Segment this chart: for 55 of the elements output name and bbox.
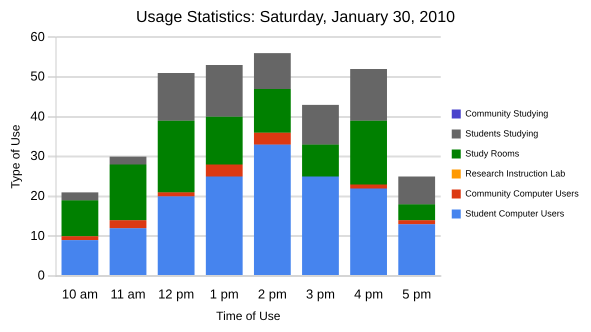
- bar: [158, 73, 195, 121]
- x-tick-label: 1 pm: [210, 286, 239, 302]
- x-tick-label: 5 pm: [402, 286, 432, 302]
- y-tick-label: 30: [30, 148, 45, 164]
- x-tick-label: 11 am: [110, 286, 146, 302]
- y-tick-label: 50: [30, 68, 45, 84]
- x-axis-title: Time of Use: [216, 309, 281, 324]
- x-tick-label: 4 pm: [354, 286, 384, 302]
- x-tick-label: 10 am: [62, 286, 98, 302]
- y-tick-label: 10: [30, 228, 45, 243]
- bar: [350, 120, 387, 184]
- bar: [158, 192, 195, 196]
- bar: [206, 164, 243, 176]
- bar: [350, 69, 387, 121]
- bar: [110, 164, 146, 220]
- bar: [254, 132, 291, 145]
- bar: [302, 104, 339, 145]
- legend-label: Study Rooms: [465, 148, 520, 158]
- bar: [206, 65, 243, 117]
- bar: [254, 53, 291, 89]
- bar: [62, 240, 98, 275]
- bar: [302, 144, 339, 176]
- bar: [398, 176, 436, 204]
- y-tick-label: 20: [30, 188, 45, 203]
- bar: [206, 116, 243, 165]
- bar: [62, 192, 98, 200]
- legend-label: Community Computer Users: [465, 188, 580, 198]
- bar: [350, 188, 387, 275]
- bar: [62, 236, 98, 240]
- legend-label: Students Studying: [465, 128, 538, 138]
- legend-label: Community Studying: [465, 108, 548, 118]
- legend-label: Student Computer Users: [465, 208, 565, 218]
- x-tick-label: 12 pm: [158, 286, 194, 302]
- bar: [398, 224, 436, 275]
- bar: [110, 220, 146, 228]
- x-tick-label: 2 pm: [258, 286, 287, 302]
- bar: [110, 156, 146, 165]
- y-axis-title: Type of Use: [8, 124, 23, 189]
- bar: [158, 120, 195, 192]
- bar: [302, 176, 339, 275]
- bar: [206, 176, 243, 275]
- bar: [158, 196, 195, 275]
- bar: [350, 184, 387, 188]
- x-tick-label: 3 pm: [306, 286, 335, 302]
- bar: [62, 200, 98, 236]
- bar: [398, 220, 436, 224]
- chart-title: Usage Statistics: Saturday, January 30, 2010: [136, 9, 456, 26]
- y-tick-label: 60: [30, 28, 45, 44]
- bar: [254, 88, 291, 133]
- y-tick-label: 0: [38, 268, 45, 283]
- bar: [254, 144, 291, 275]
- bar: [398, 204, 436, 220]
- legend-label: Research Instruction Lab: [465, 168, 566, 178]
- bar: [110, 228, 146, 275]
- y-tick-label: 40: [30, 108, 45, 124]
